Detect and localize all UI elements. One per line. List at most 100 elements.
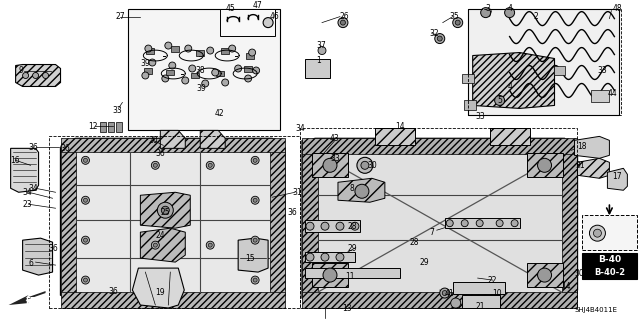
Circle shape xyxy=(154,163,157,167)
Circle shape xyxy=(318,47,326,55)
Text: 13: 13 xyxy=(342,303,351,313)
Circle shape xyxy=(253,278,257,282)
Circle shape xyxy=(336,222,344,230)
Bar xyxy=(191,72,199,78)
Circle shape xyxy=(81,156,90,164)
Circle shape xyxy=(251,156,259,164)
Circle shape xyxy=(361,161,369,169)
Polygon shape xyxy=(11,148,38,192)
Polygon shape xyxy=(312,153,348,177)
Polygon shape xyxy=(61,138,285,152)
Text: 21: 21 xyxy=(476,301,485,310)
Text: 12: 12 xyxy=(88,122,98,131)
Bar xyxy=(244,65,252,71)
Text: 31: 31 xyxy=(292,188,301,197)
Text: 41: 41 xyxy=(445,289,454,298)
Circle shape xyxy=(22,72,29,78)
Circle shape xyxy=(142,72,149,79)
Polygon shape xyxy=(607,168,627,190)
Bar xyxy=(172,46,179,52)
Circle shape xyxy=(235,65,242,72)
Circle shape xyxy=(202,80,209,87)
Bar xyxy=(246,53,254,58)
Circle shape xyxy=(149,59,156,66)
Text: 19: 19 xyxy=(156,287,165,297)
Circle shape xyxy=(83,278,88,282)
Text: 15: 15 xyxy=(245,254,255,263)
Circle shape xyxy=(461,220,468,227)
Text: 14: 14 xyxy=(561,282,571,291)
Text: 3: 3 xyxy=(486,4,490,13)
Text: 37: 37 xyxy=(316,41,326,50)
Polygon shape xyxy=(132,268,184,308)
Text: 33: 33 xyxy=(330,154,340,163)
Text: 47: 47 xyxy=(252,1,262,10)
Text: 8: 8 xyxy=(350,184,355,193)
Polygon shape xyxy=(305,268,400,278)
Text: 4: 4 xyxy=(508,82,513,91)
Circle shape xyxy=(446,220,453,227)
Polygon shape xyxy=(270,148,285,295)
Circle shape xyxy=(263,18,273,28)
Polygon shape xyxy=(140,228,185,262)
Polygon shape xyxy=(15,64,61,86)
Circle shape xyxy=(355,184,369,198)
Bar xyxy=(461,295,500,308)
Text: 42: 42 xyxy=(214,109,224,118)
Circle shape xyxy=(306,253,314,261)
Text: 2: 2 xyxy=(534,12,538,21)
Circle shape xyxy=(321,222,329,230)
Bar xyxy=(196,49,204,56)
Text: 34: 34 xyxy=(22,188,33,197)
Polygon shape xyxy=(200,130,225,148)
Text: 36: 36 xyxy=(49,244,58,253)
Bar xyxy=(582,266,637,279)
Text: 5: 5 xyxy=(498,96,502,105)
Text: 4: 4 xyxy=(508,4,513,13)
Text: 23: 23 xyxy=(22,200,32,209)
Text: 16: 16 xyxy=(11,156,20,165)
Circle shape xyxy=(455,20,460,25)
Polygon shape xyxy=(238,238,268,272)
Text: 48: 48 xyxy=(612,4,622,13)
Bar xyxy=(116,122,122,132)
Text: 14: 14 xyxy=(395,122,404,131)
Text: 30: 30 xyxy=(575,269,584,278)
Polygon shape xyxy=(312,263,348,287)
Circle shape xyxy=(476,220,483,227)
Polygon shape xyxy=(140,192,190,228)
Polygon shape xyxy=(445,218,520,228)
Circle shape xyxy=(251,196,259,204)
Text: SHJ4B4011E: SHJ4B4011E xyxy=(575,307,618,313)
Text: 36: 36 xyxy=(61,144,70,153)
Bar xyxy=(49,137,300,308)
Bar xyxy=(468,9,621,115)
Text: 28: 28 xyxy=(348,222,358,231)
Circle shape xyxy=(504,8,515,18)
Circle shape xyxy=(208,163,212,167)
Text: FR.: FR. xyxy=(26,297,40,306)
Circle shape xyxy=(169,62,176,69)
Polygon shape xyxy=(338,178,385,202)
Circle shape xyxy=(511,220,518,227)
Polygon shape xyxy=(464,100,476,110)
Bar xyxy=(300,128,577,308)
Text: 34: 34 xyxy=(29,184,38,193)
Circle shape xyxy=(206,161,214,169)
Text: 30: 30 xyxy=(368,161,378,170)
Circle shape xyxy=(165,42,172,49)
Bar xyxy=(468,9,620,115)
Text: 43: 43 xyxy=(330,134,340,143)
Circle shape xyxy=(83,238,88,242)
Text: 28: 28 xyxy=(410,238,419,247)
Text: 38: 38 xyxy=(195,66,205,75)
Circle shape xyxy=(253,158,257,162)
Text: B-40-2: B-40-2 xyxy=(594,268,625,277)
Text: 33: 33 xyxy=(113,106,122,115)
Circle shape xyxy=(212,69,219,76)
Circle shape xyxy=(221,79,228,86)
Circle shape xyxy=(538,158,552,172)
Text: 35: 35 xyxy=(450,12,460,21)
Text: B-40: B-40 xyxy=(598,255,621,263)
Circle shape xyxy=(442,291,447,295)
